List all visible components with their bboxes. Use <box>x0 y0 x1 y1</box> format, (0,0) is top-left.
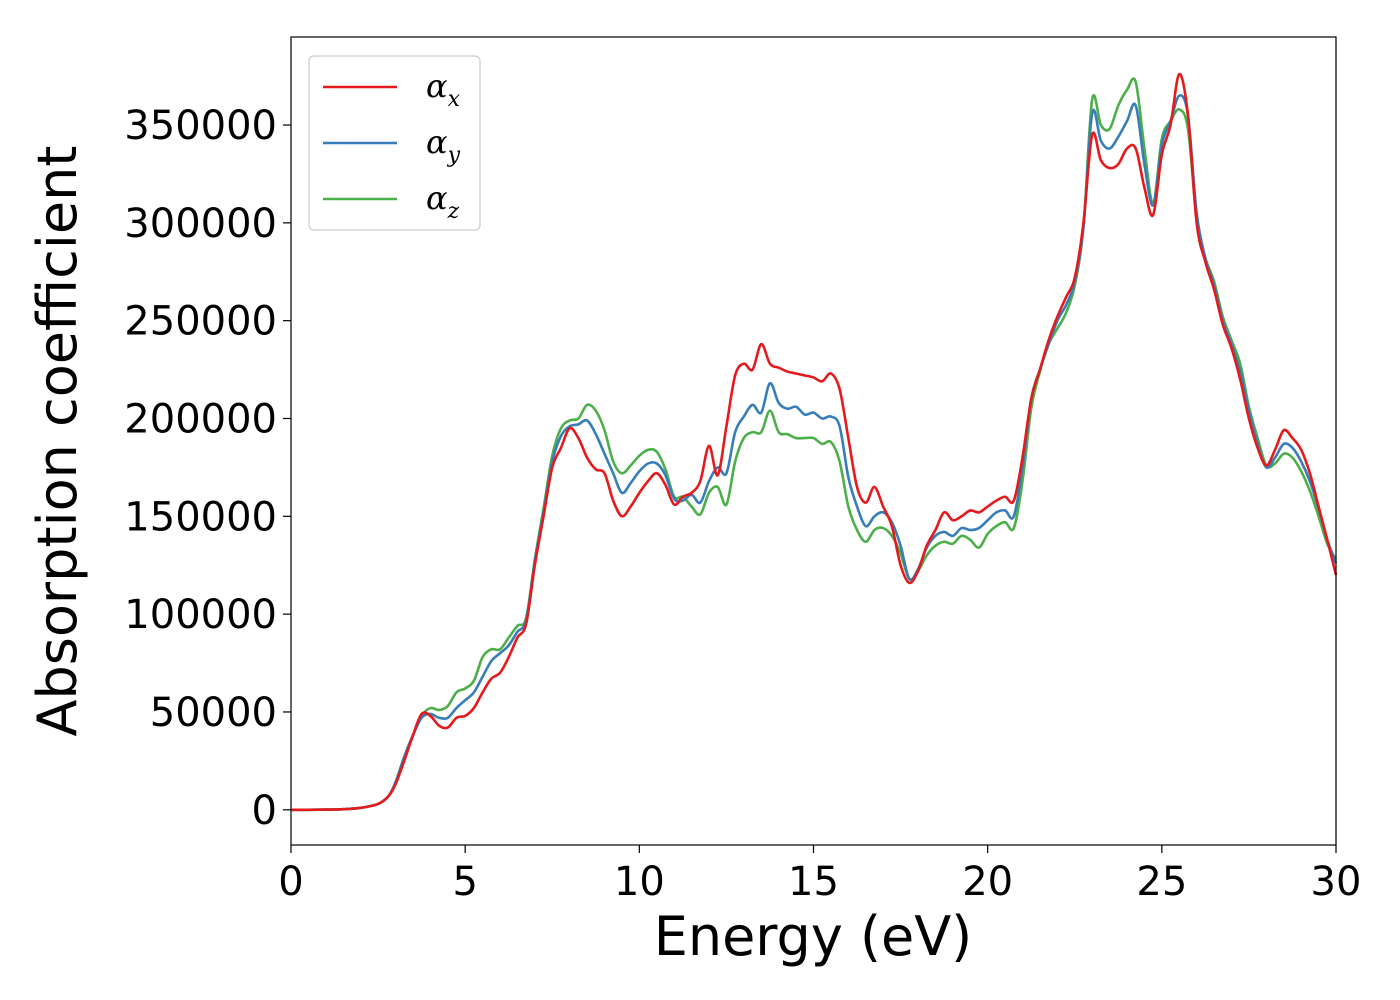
legend-label-alpha-z: αz <box>426 179 460 224</box>
x-axis-title: Energy (eV) <box>654 905 973 968</box>
y-tick-label: 250000 <box>124 299 277 345</box>
y-tick-label: 0 <box>252 788 277 834</box>
y-tick-label: 50000 <box>150 690 277 736</box>
series-lines <box>290 72 1338 812</box>
x-tick-label: 20 <box>962 859 1013 905</box>
x-tick-label: 30 <box>1311 859 1362 905</box>
x-tick-label: 5 <box>452 859 477 905</box>
legend-label-alpha-y: αy <box>426 123 461 168</box>
x-axis-ticks: 0 5 10 15 20 25 30 <box>278 845 1361 905</box>
legend: αx αy αz <box>308 55 481 231</box>
series-line-alpha-x <box>290 72 1338 812</box>
x-tick-label: 15 <box>788 859 839 905</box>
y-tick-label: 300000 <box>124 201 277 247</box>
y-tick-label: 150000 <box>124 494 277 540</box>
y-tick-label: 200000 <box>124 397 277 443</box>
y-axis-ticks: 0 50000 100000 150000 200000 250000 300000 3500… <box>124 103 291 834</box>
legend-label-alpha-x: αx <box>426 67 461 112</box>
x-tick-label: 0 <box>278 859 303 905</box>
y-tick-label: 350000 <box>124 103 277 149</box>
x-tick-label: 10 <box>614 859 665 905</box>
y-tick-label: 100000 <box>124 592 277 638</box>
y-axis-title: Absorption coefficient <box>26 146 89 737</box>
x-tick-label: 25 <box>1136 859 1187 905</box>
